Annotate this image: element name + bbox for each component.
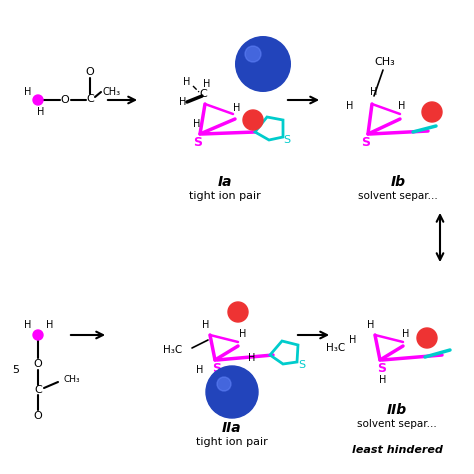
Text: O: O — [34, 411, 42, 421]
Text: S: S — [362, 136, 371, 148]
Text: least hindered: least hindered — [352, 445, 442, 455]
Text: IIa: IIa — [222, 421, 242, 435]
Text: 5: 5 — [12, 365, 19, 375]
Circle shape — [206, 366, 258, 418]
Text: tight ion pair: tight ion pair — [189, 191, 261, 201]
Text: S: S — [283, 135, 291, 145]
Text: Ia: Ia — [218, 175, 232, 189]
Text: C: C — [86, 94, 94, 104]
Text: CH₃: CH₃ — [374, 57, 395, 67]
Text: H: H — [233, 103, 241, 113]
Text: H: H — [370, 87, 378, 97]
Circle shape — [417, 328, 437, 348]
Text: Ib: Ib — [391, 175, 405, 189]
Text: solvent separ...: solvent separ... — [358, 191, 438, 201]
Circle shape — [235, 36, 291, 92]
Text: C: C — [34, 385, 42, 395]
Text: +: + — [233, 306, 243, 319]
Text: −: − — [421, 331, 433, 345]
Circle shape — [33, 95, 43, 105]
Text: +: + — [248, 113, 258, 127]
Text: H: H — [367, 320, 374, 330]
Text: H: H — [193, 119, 201, 129]
Text: O: O — [34, 359, 42, 369]
Text: tight ion pair: tight ion pair — [196, 437, 268, 447]
Text: H: H — [346, 101, 354, 111]
Text: solvent separ...: solvent separ... — [357, 419, 437, 429]
Text: H: H — [379, 375, 387, 385]
Text: H: H — [183, 77, 191, 87]
Text: H: H — [398, 101, 406, 111]
Text: S: S — [377, 363, 386, 375]
Text: H: H — [24, 87, 32, 97]
Text: H: H — [349, 335, 357, 345]
Text: AcO⁻: AcO⁻ — [249, 59, 277, 69]
Text: S: S — [212, 363, 221, 375]
Text: CH₃: CH₃ — [103, 87, 121, 97]
Text: H₃C: H₃C — [163, 345, 182, 355]
Circle shape — [245, 46, 261, 62]
Text: H: H — [179, 97, 187, 107]
Text: H: H — [248, 353, 255, 363]
Text: H₃C: H₃C — [326, 343, 345, 353]
Circle shape — [33, 330, 43, 340]
Text: IIb: IIb — [387, 403, 407, 417]
Text: H: H — [46, 320, 54, 330]
Circle shape — [243, 110, 263, 130]
Text: H: H — [239, 329, 246, 339]
Text: O: O — [86, 67, 94, 77]
Text: H: H — [402, 329, 410, 339]
Text: O: O — [61, 95, 69, 105]
Circle shape — [217, 377, 231, 391]
Circle shape — [228, 302, 248, 322]
Text: H: H — [202, 320, 210, 330]
Text: H: H — [196, 365, 204, 375]
Text: H: H — [24, 320, 32, 330]
Text: H: H — [37, 107, 45, 117]
Text: S: S — [299, 360, 306, 370]
Text: AcO⁻: AcO⁻ — [219, 387, 246, 397]
Circle shape — [422, 102, 442, 122]
Text: CH₃: CH₃ — [63, 375, 80, 384]
Text: H: H — [203, 79, 210, 89]
Text: S: S — [193, 136, 202, 148]
Text: C: C — [199, 89, 207, 99]
Text: +: + — [427, 106, 438, 118]
